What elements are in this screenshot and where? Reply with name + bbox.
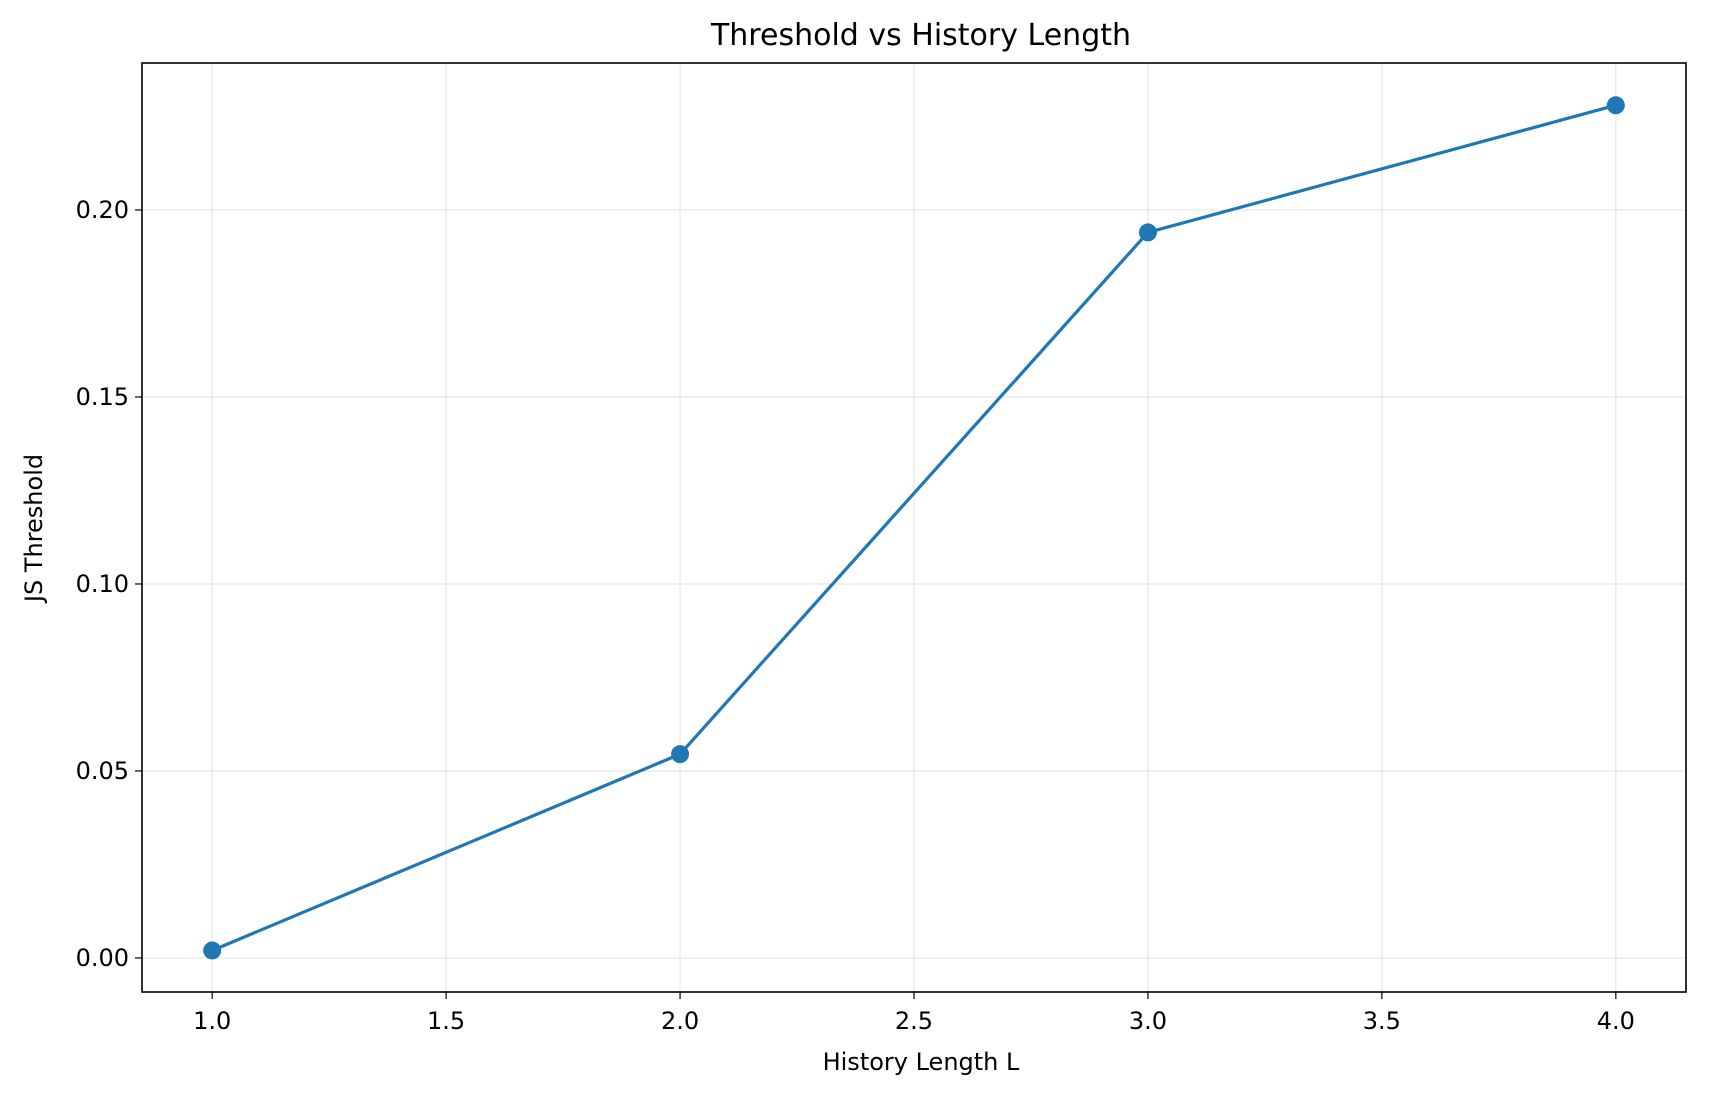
grid [142,63,1686,992]
data-point-marker [1606,96,1625,115]
chart-title: Threshold vs History Length [710,18,1131,53]
x-tick-label: 2.0 [661,1007,699,1035]
x-axis-ticks: 1.0 1.5 2.0 2.5 3.0 3.5 4.0 [193,992,1635,1035]
x-tick-label: 1.0 [193,1007,231,1035]
x-tick-label: 3.0 [1129,1007,1167,1035]
series-layer [203,96,1625,960]
y-tick-label: 0.15 [76,383,129,411]
series-line [210,103,1618,953]
x-axis-label: History Length L [823,1048,1020,1076]
x-tick-label: 3.5 [1363,1007,1401,1035]
x-tick-label: 4.0 [1597,1007,1635,1035]
data-point-marker [1138,223,1157,242]
y-tick-label: 0.05 [76,757,129,785]
y-tick-label: 0.10 [76,570,129,598]
data-point-marker [671,745,690,764]
y-axis-label: JS Threshold [20,454,48,604]
y-tick-label: 0.00 [76,944,129,972]
x-tick-label: 2.5 [895,1007,933,1035]
data-point-marker [203,941,222,960]
y-tick-label: 0.20 [76,196,129,224]
y-axis-ticks: 0.00 0.05 0.10 0.15 0.20 [76,196,142,972]
x-tick-label: 1.5 [427,1007,465,1035]
